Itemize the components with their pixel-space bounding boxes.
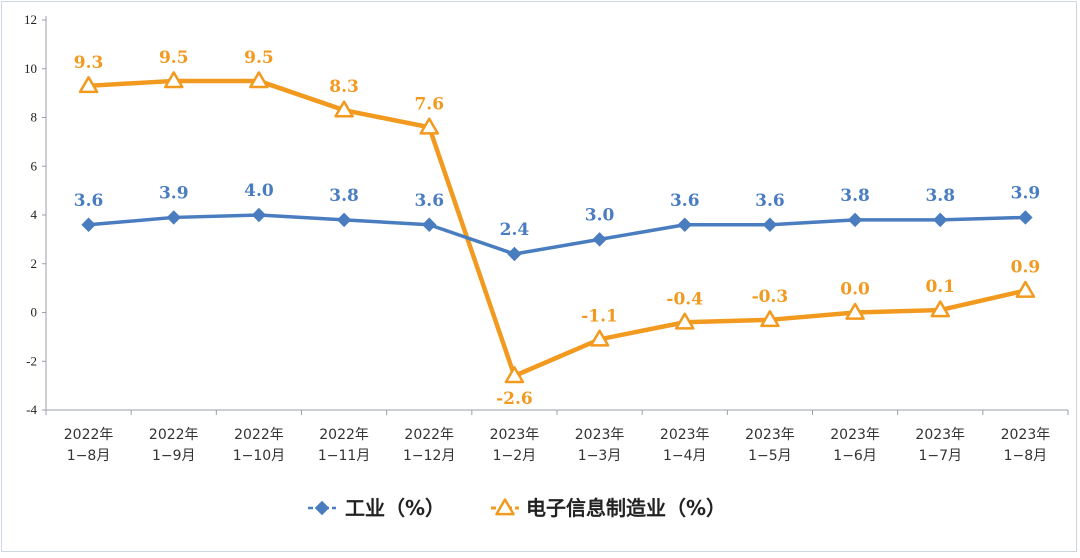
data-label-industry: 3.6 [670, 191, 700, 211]
legend-label: 工业（%） [345, 496, 445, 520]
data-point-electronics [1015, 280, 1036, 298]
series-lines [86, 78, 1028, 379]
legend: 工业（%） 电子信息制造业（%） [308, 496, 726, 520]
series-line-electronics [86, 78, 1028, 379]
data-point-electronics [930, 300, 950, 318]
data-label-electronics: 0.1 [925, 277, 955, 297]
data-label-industry: 3.6 [755, 191, 785, 211]
y-tick-label: 2 [31, 256, 38, 271]
data-point-electronics [845, 302, 865, 320]
y-tick-label: -2 [26, 353, 37, 368]
x-tick-label-year: 2023年 [915, 427, 965, 443]
data-label-electronics: 9.5 [244, 48, 274, 68]
data-point-industry [847, 212, 863, 228]
x-tick-label-period: 1−11月 [318, 448, 370, 464]
y-tick-label: 8 [31, 110, 38, 125]
data-point-industry [166, 210, 181, 225]
data-point-industry [251, 207, 267, 223]
data-label-electronics: 9.3 [74, 53, 104, 73]
data-point-electronics [504, 366, 525, 384]
data-label-industry: 3.8 [329, 186, 359, 206]
data-label-industry: 3.6 [414, 191, 444, 211]
data-labels: 3.6 3.9 4.0 3.8 3.6 2.4 3.0 3.6 3.6 3.8 3.8 3.9 9.3 9… [74, 48, 1040, 409]
x-tick-label-year: 2022年 [149, 427, 199, 443]
data-label-industry: 2.4 [500, 220, 530, 240]
data-point-electronics [78, 76, 99, 94]
x-tick-label-period: 1−8月 [1004, 448, 1048, 464]
data-point-industry [422, 217, 437, 232]
data-point-electronics [760, 310, 780, 328]
y-tick-label: 10 [24, 61, 37, 76]
data-point-industry [336, 212, 352, 228]
data-point-electronics [334, 100, 354, 118]
x-tick-label-period: 1−3月 [578, 448, 622, 464]
x-tick-label-period: 1−2月 [493, 448, 537, 464]
axes: -4 -2 0 2 4 6 8 10 12 2022年 1−8月 2022年 1−9月 2022年 1−10… [24, 12, 1069, 464]
series-markers [78, 71, 1036, 384]
x-tick-label-year: 2022年 [319, 427, 369, 443]
legend-label: 电子信息制造业（%） [526, 496, 726, 520]
data-label-industry: 3.8 [840, 186, 870, 206]
data-label-electronics: -2.6 [496, 389, 533, 409]
x-tick-label-year: 2023年 [830, 427, 880, 443]
data-label-industry: 3.9 [159, 183, 189, 203]
legend-item-industry: 工业（%） [308, 496, 445, 520]
x-tick-label-year: 2023年 [1001, 427, 1051, 443]
data-point-electronics [589, 329, 610, 347]
x-tick-label-year: 2022年 [64, 427, 114, 443]
data-label-industry: 3.8 [925, 186, 955, 206]
x-tick-label-year: 2022年 [234, 427, 284, 443]
x-tick-label-period: 1−12月 [403, 448, 455, 464]
data-point-industry [592, 232, 607, 247]
data-label-electronics: 7.6 [414, 94, 444, 114]
x-tick-label-period: 1−4月 [663, 448, 707, 464]
legend-triangle-marker [495, 498, 515, 516]
x-tick-label-year: 2023年 [660, 427, 710, 443]
y-tick-label: 4 [31, 207, 38, 222]
data-label-electronics: -0.3 [752, 287, 789, 307]
y-tick-label: -4 [26, 402, 37, 417]
x-tick-label-period: 1−5月 [748, 448, 792, 464]
x-tick-label-period: 1−10月 [233, 448, 285, 464]
data-label-electronics: -1.1 [581, 306, 618, 326]
data-point-electronics [419, 117, 439, 135]
data-label-industry: 3.0 [585, 205, 615, 225]
data-label-electronics: 0.9 [1011, 258, 1041, 278]
x-tick-label-period: 1−7月 [918, 448, 962, 464]
x-tick-label-year: 2022年 [404, 427, 454, 443]
data-label-electronics: -0.4 [666, 289, 703, 309]
y-tick-label: 12 [24, 12, 37, 27]
legend-item-electronics: 电子信息制造业（%） [491, 496, 726, 520]
data-point-industry [81, 217, 96, 232]
x-tick-label-period: 1−6月 [833, 448, 877, 464]
x-tick-label-year: 2023年 [575, 427, 625, 443]
data-point-industry [762, 217, 778, 232]
data-point-industry [933, 212, 948, 228]
data-point-electronics [164, 71, 184, 89]
y-tick-label: 6 [31, 158, 38, 173]
data-point-electronics [675, 312, 695, 330]
data-label-industry: 3.6 [74, 191, 104, 211]
data-label-electronics: 9.5 [159, 48, 189, 68]
data-label-industry: 3.9 [1011, 183, 1041, 203]
data-label-electronics: 0.0 [840, 280, 870, 300]
data-point-industry [1018, 210, 1033, 225]
data-point-industry [677, 217, 692, 232]
x-tick-label-period: 1−9月 [152, 448, 196, 464]
x-tick-label-year: 2023年 [490, 427, 540, 443]
data-point-electronics [249, 71, 269, 89]
series-line-industry [86, 213, 1028, 256]
data-point-industry [507, 246, 522, 262]
legend-diamond-marker [314, 500, 330, 516]
data-label-electronics: 8.3 [329, 77, 359, 97]
data-label-industry: 4.0 [244, 181, 274, 201]
x-tick-label-period: 1−8月 [67, 448, 111, 464]
y-tick-label: 0 [31, 305, 38, 320]
x-tick-label-year: 2023年 [745, 427, 795, 443]
